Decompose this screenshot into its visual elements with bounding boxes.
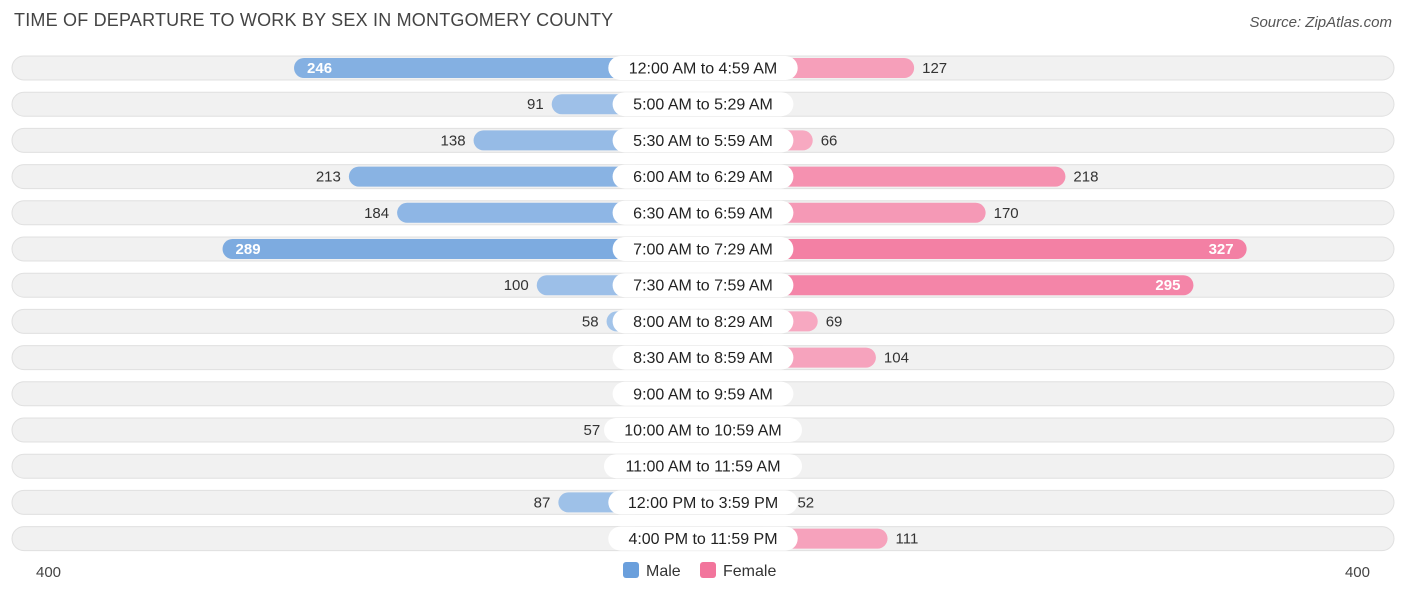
category-pill bbox=[612, 128, 794, 153]
category-pill bbox=[612, 273, 794, 298]
axis-label-right: 400 bbox=[1345, 564, 1370, 581]
male-value-label: 100 bbox=[504, 277, 529, 294]
category-label: 5:30 AM to 5:59 AM bbox=[633, 133, 773, 150]
category-label: 6:30 AM to 6:59 AM bbox=[633, 205, 773, 222]
legend-label-female: Female bbox=[723, 563, 776, 580]
category-pill bbox=[604, 418, 802, 442]
male-value-label: 58 bbox=[582, 313, 599, 330]
category-label: 8:30 AM to 8:59 AM bbox=[633, 350, 773, 367]
category-pill bbox=[612, 381, 794, 406]
male-value-label: 184 bbox=[364, 205, 389, 222]
male-bar bbox=[294, 58, 713, 78]
category-pill bbox=[612, 164, 794, 189]
female-value-label: 218 bbox=[1073, 169, 1098, 186]
male-value-label: 87 bbox=[534, 494, 551, 511]
source-note: Source: ZipAtlas.com bbox=[1249, 14, 1392, 31]
female-value-label: 69 bbox=[826, 313, 843, 330]
male-value-label: 289 bbox=[236, 241, 261, 258]
female-value-label: 66 bbox=[821, 132, 838, 149]
category-label: 11:00 AM to 11:59 AM bbox=[625, 459, 780, 476]
category-label: 6:00 AM to 6:29 AM bbox=[633, 169, 773, 186]
category-label: 7:00 AM to 7:29 AM bbox=[633, 242, 773, 259]
category-pill bbox=[612, 92, 794, 117]
male-bar bbox=[222, 239, 713, 259]
axis-label-left: 400 bbox=[36, 564, 61, 581]
category-pill bbox=[612, 237, 794, 261]
category-label: 5:00 AM to 5:29 AM bbox=[633, 97, 773, 114]
legend-swatch-female bbox=[700, 562, 716, 578]
category-pill bbox=[612, 345, 794, 370]
male-value-label: 57 bbox=[584, 422, 601, 439]
legend-swatch-male bbox=[623, 562, 639, 578]
female-value-label: 127 bbox=[922, 60, 947, 77]
category-label: 9:00 AM to 9:59 AM bbox=[633, 386, 773, 403]
category-pill bbox=[612, 309, 794, 334]
female-bar bbox=[693, 239, 1247, 259]
female-value-label: 170 bbox=[994, 205, 1019, 222]
female-bar bbox=[693, 275, 1194, 296]
female-value-label: 111 bbox=[896, 531, 919, 548]
category-label: 7:30 AM to 7:59 AM bbox=[633, 278, 773, 295]
female-value-label: 295 bbox=[1155, 277, 1180, 294]
male-value-label: 91 bbox=[527, 96, 544, 113]
female-value-label: 104 bbox=[884, 350, 909, 367]
category-label: 12:00 AM to 4:59 AM bbox=[629, 61, 778, 78]
male-value-label: 213 bbox=[316, 169, 341, 186]
category-pill bbox=[608, 490, 798, 515]
category-pill bbox=[608, 56, 798, 80]
chart-title: TIME OF DEPARTURE TO WORK BY SEX IN MONT… bbox=[14, 10, 614, 30]
category-pill bbox=[612, 200, 794, 225]
legend-label-male: Male bbox=[646, 563, 681, 580]
category-label: 8:00 AM to 8:29 AM bbox=[633, 314, 773, 331]
category-label: 12:00 PM to 3:59 PM bbox=[628, 495, 778, 512]
male-value-label: 246 bbox=[307, 60, 332, 77]
category-label: 4:00 PM to 11:59 PM bbox=[628, 531, 777, 548]
category-pill bbox=[608, 526, 798, 551]
category-pill bbox=[604, 454, 802, 479]
male-value-label: 138 bbox=[441, 132, 466, 149]
female-value-label: 52 bbox=[797, 494, 814, 511]
female-value-label: 327 bbox=[1209, 241, 1234, 258]
category-label: 10:00 AM to 10:59 AM bbox=[624, 423, 781, 440]
